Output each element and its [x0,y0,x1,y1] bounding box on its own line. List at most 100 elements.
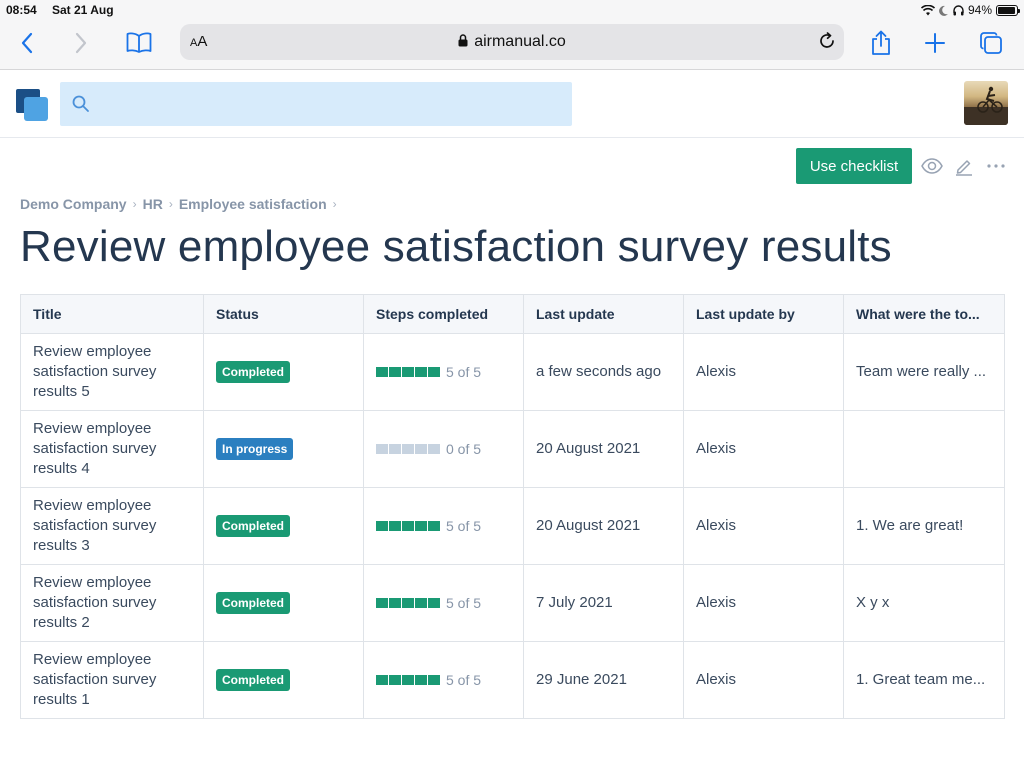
logo-front-square [24,97,48,121]
step-segment [389,444,401,454]
steps-cell: 5 of 5 [363,564,524,642]
updated-by-cell: Alexis [683,564,844,642]
row-title-link[interactable]: Review employee satisfaction survey resu… [33,574,157,631]
step-segment [402,598,414,608]
avatar-photo [964,86,1008,125]
step-segment [428,444,440,454]
address-bar[interactable]: AA airmanual.co [180,24,844,60]
breadcrumb-chevron-icon: › [132,197,137,211]
step-segment [428,367,440,377]
app-logo[interactable] [16,89,48,121]
last-update-cell: a few seconds ago [523,333,684,411]
table-row[interactable]: Review employee satisfaction survey resu… [20,333,1005,411]
edit-pencil-icon[interactable] [952,155,976,177]
row-title-link[interactable]: Review employee satisfaction survey resu… [33,497,157,554]
reload-icon[interactable] [818,32,836,55]
table-row[interactable]: Review employee satisfaction survey resu… [20,410,1005,488]
notes-cell: Team were really ... [843,333,1005,411]
steps-progress: 5 of 5 [376,593,511,613]
breadcrumb: Demo Company › HR › Employee satisfactio… [20,196,343,212]
breadcrumb-item-company[interactable]: Demo Company [20,196,127,212]
steps-cell: 5 of 5 [363,487,524,565]
status-badge: Completed [216,515,291,537]
column-header-steps[interactable]: Steps completed [363,294,524,334]
step-segment [428,598,440,608]
notes-cell [843,410,1005,488]
table-row[interactable]: Review employee satisfaction survey resu… [20,564,1005,642]
steps-label: 0 of 5 [446,441,482,457]
row-title-cell: Review employee satisfaction survey resu… [20,641,204,719]
steps-progress: 0 of 5 [376,439,511,459]
status-badge: Completed [216,669,291,691]
tabs-overview-icon[interactable] [976,28,1006,58]
status-cell: Completed [203,333,364,411]
view-eye-icon[interactable] [920,155,944,177]
row-title-link[interactable]: Review employee satisfaction survey resu… [33,651,157,708]
step-segment [376,675,388,685]
step-segment [415,367,427,377]
step-segment [415,598,427,608]
last-update-cell: 29 June 2021 [523,641,684,719]
step-segment [415,521,427,531]
row-title-link[interactable]: Review employee satisfaction survey resu… [33,343,157,400]
notes-cell: 1. Great team me... [843,641,1005,719]
status-date: Sat 21 Aug [52,3,114,17]
back-chevron-icon[interactable] [12,28,42,58]
battery-icon [996,4,1020,16]
updated-by-cell: Alexis [683,410,844,488]
breadcrumb-chevron-icon: › [332,197,337,211]
row-title-link[interactable]: Review employee satisfaction survey resu… [33,420,157,477]
breadcrumb-chevron-icon: › [168,197,173,211]
step-segment [389,598,401,608]
column-header-last-update[interactable]: Last update [523,294,684,334]
column-header-title[interactable]: Title [20,294,204,334]
more-options-icon[interactable] [984,155,1008,177]
status-cell: In progress [203,410,364,488]
headphones-icon [953,4,964,15]
browser-toolbar: AA airmanual.co [0,20,1024,70]
breadcrumb-item-employee-satisfaction[interactable]: Employee satisfaction [178,196,327,212]
column-header-question[interactable]: What were the to... [843,294,1005,334]
lock-icon [458,34,468,47]
step-segment [402,367,414,377]
steps-label: 5 of 5 [446,364,482,380]
column-header-last-update-by[interactable]: Last update by [683,294,844,334]
steps-progress: 5 of 5 [376,670,511,690]
steps-cell: 5 of 5 [363,641,524,719]
search-bar[interactable] [60,82,572,126]
status-badge: Completed [216,361,291,383]
step-segment [389,675,401,685]
breadcrumb-item-hr[interactable]: HR [142,196,163,212]
steps-progress: 5 of 5 [376,362,511,382]
status-badge: In progress [216,438,294,460]
step-segment [376,521,388,531]
step-segment [389,367,401,377]
use-checklist-button[interactable]: Use checklist [796,148,912,184]
bookmarks-icon[interactable] [124,28,154,58]
forward-chevron-icon[interactable] [66,28,96,58]
row-title-cell: Review employee satisfaction survey resu… [20,487,204,565]
step-segment [415,675,427,685]
user-avatar[interactable] [964,81,1008,125]
status-cell: Completed [203,487,364,565]
step-segment [415,444,427,454]
table-row[interactable]: Review employee satisfaction survey resu… [20,641,1005,719]
step-segment [402,521,414,531]
share-icon[interactable] [866,28,896,58]
step-segment [376,598,388,608]
last-update-cell: 7 July 2021 [523,564,684,642]
moon-icon [939,5,948,16]
last-update-cell: 20 August 2021 [523,487,684,565]
battery-fill [998,6,1015,14]
last-update-cell: 20 August 2021 [523,410,684,488]
column-header-status[interactable]: Status [203,294,364,334]
status-bar: 08:54 Sat 21 Aug 94% [0,0,1024,20]
text-size-button[interactable]: AA [190,33,208,50]
steps-label: 5 of 5 [446,518,482,534]
url-display[interactable]: airmanual.co [180,33,844,51]
new-tab-plus-icon[interactable] [920,28,950,58]
table-row[interactable]: Review employee satisfaction survey resu… [20,487,1005,565]
status-badge: Completed [216,592,291,614]
updated-by-cell: Alexis [683,333,844,411]
search-input[interactable] [100,82,560,126]
